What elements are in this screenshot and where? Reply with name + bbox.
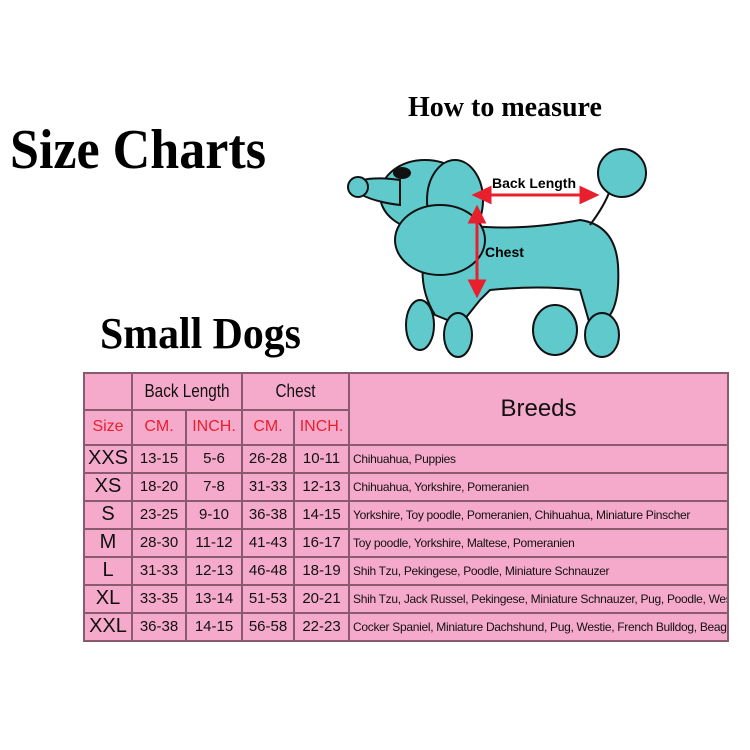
back-cm-cell: 13-15 xyxy=(131,443,187,474)
header-chest-cm: CM. xyxy=(241,409,296,446)
size-cell: XL xyxy=(83,583,133,614)
dog-leg-back-a xyxy=(532,304,578,356)
table-row: XXS 13-15 5-6 26-28 10-11 Chihuahua, Puppies xyxy=(83,443,729,474)
header-back-cm: CM. xyxy=(131,409,187,446)
chest-cm-cell: 46-48 xyxy=(241,555,296,586)
back-inch-cell: 14-15 xyxy=(184,611,244,643)
chest-cm-cell: 31-33 xyxy=(241,471,296,502)
breeds-cell: Toy poodle, Yorkshire, Maltese, Pomerani… xyxy=(348,527,729,558)
page-title: Size Charts xyxy=(10,119,267,181)
breeds-cell: Shih Tzu, Jack Russel, Pekingese, Miniat… xyxy=(348,583,729,614)
back-cm-cell: 18-20 xyxy=(131,471,187,502)
back-inch-cell: 7-8 xyxy=(184,471,244,502)
breeds-cell: Yorkshire, Toy poodle, Pomeranien, Chihu… xyxy=(348,499,729,530)
table-row: XS 18-20 7-8 31-33 12-13 Chihuahua, Yorkshire… xyxy=(83,471,729,502)
breeds-cell: Shih Tzu, Pekingese, Poodle, Miniature S… xyxy=(348,555,729,586)
table-row: S 23-25 9-10 36-38 14-15 Yorkshire, Toy poodl… xyxy=(83,499,729,530)
back-inch-cell: 9-10 xyxy=(184,499,244,530)
dog-nose xyxy=(347,176,369,198)
back-inch-cell: 5-6 xyxy=(184,443,244,474)
chest-cm-cell: 51-53 xyxy=(241,583,296,614)
breeds-cell: Chihuahua, Yorkshire, Pomeranien xyxy=(348,471,729,502)
size-cell: XXS xyxy=(83,443,133,474)
section-title: Small Dogs xyxy=(100,309,301,358)
back-cm-cell: 31-33 xyxy=(131,555,187,586)
table-row: M 28-30 11-12 41-43 16-17 Toy poodle, Yorkshi… xyxy=(83,527,729,558)
back-cm-cell: 33-35 xyxy=(131,583,187,614)
header-size: Size xyxy=(83,409,133,446)
size-cell: XS xyxy=(83,471,133,502)
chest-cm-cell: 56-58 xyxy=(241,611,296,643)
chest-inch-cell: 16-17 xyxy=(293,527,351,558)
back-cm-cell: 36-38 xyxy=(131,611,187,643)
breeds-cell: Chihuahua, Puppies xyxy=(348,443,729,474)
dog-tail-pom xyxy=(597,148,647,198)
back-length-label: Back Length xyxy=(492,175,576,191)
header-chest-inch: INCH. xyxy=(293,409,351,446)
breeds-cell: Cocker Spaniel, Miniature Dachshund, Pug… xyxy=(348,611,729,643)
chest-inch-cell: 18-19 xyxy=(293,555,351,586)
poodle-measure-illustration: Back Length Chest xyxy=(347,148,647,358)
chest-cm-cell: 41-43 xyxy=(241,527,296,558)
corner-cell xyxy=(83,372,133,411)
dog-neck-fluff xyxy=(394,204,486,276)
size-chart-table: Back Length Chest Breeds Size CM. INCH. … xyxy=(83,372,729,643)
table-row: XL 33-35 13-14 51-53 20-21 Shih Tzu, Jack Rus… xyxy=(83,583,729,614)
size-cell: S xyxy=(83,499,133,530)
how-to-measure-title: How to measure xyxy=(408,92,602,123)
back-inch-cell: 11-12 xyxy=(184,527,244,558)
dog-eye xyxy=(393,167,411,179)
chest-inch-cell: 10-11 xyxy=(293,443,351,474)
size-cell: L xyxy=(83,555,133,586)
back-cm-cell: 23-25 xyxy=(131,499,187,530)
chest-inch-cell: 12-13 xyxy=(293,471,351,502)
chest-label: Chest xyxy=(485,244,524,260)
dog-leg-front-b xyxy=(443,312,473,358)
back-inch-cell: 13-14 xyxy=(184,583,244,614)
back-cm-cell: 28-30 xyxy=(131,527,187,558)
table-row: XXL 36-38 14-15 56-58 22-23 Cocker Spaniel, M… xyxy=(83,611,729,643)
size-cell: M xyxy=(83,527,133,558)
table-row: L 31-33 12-13 46-48 18-19 Shih Tzu, Pekingese… xyxy=(83,555,729,586)
header-back-inch: INCH. xyxy=(184,409,244,446)
header-back-length: Back Length xyxy=(139,372,235,411)
back-inch-cell: 12-13 xyxy=(184,555,244,586)
chest-cm-cell: 26-28 xyxy=(241,443,296,474)
chest-inch-cell: 22-23 xyxy=(293,611,351,643)
header-chest: Chest xyxy=(249,372,342,411)
dog-leg-front-a xyxy=(405,299,435,351)
size-cell: XXL xyxy=(83,611,133,643)
chest-inch-cell: 14-15 xyxy=(293,499,351,530)
chest-cm-cell: 36-38 xyxy=(241,499,296,530)
header-breeds: Breeds xyxy=(348,372,729,446)
chest-inch-cell: 20-21 xyxy=(293,583,351,614)
dog-leg-back-b xyxy=(584,312,620,358)
